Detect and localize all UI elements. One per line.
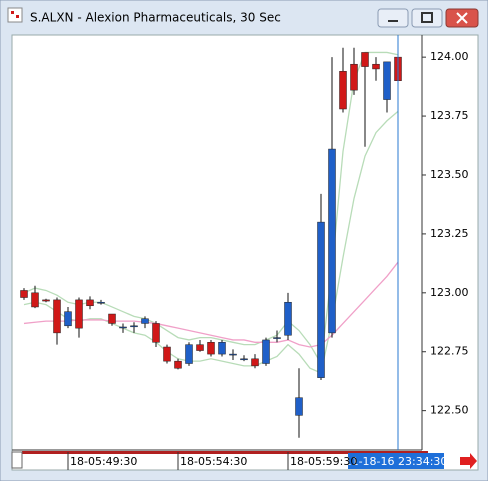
minimize-button[interactable] <box>377 8 409 28</box>
candle-body <box>240 358 248 361</box>
candle-body <box>20 290 28 298</box>
app-icon <box>7 7 23 23</box>
y-tick-label: 123.00 <box>430 286 469 299</box>
x-tick-label: 18-05:54:30 <box>180 455 247 468</box>
icon-dot <box>11 11 14 14</box>
y-tick-label: 122.50 <box>430 404 469 417</box>
candle-body <box>53 299 61 334</box>
candle-body <box>152 323 160 343</box>
candle-body <box>130 325 138 328</box>
scroll-right-arrow[interactable] <box>460 453 477 469</box>
candle-body <box>284 301 292 336</box>
candle-body <box>31 292 39 308</box>
candle-body <box>295 397 303 416</box>
candle-body <box>42 299 50 302</box>
y-tick-label: 123.75 <box>430 109 469 122</box>
candle-body <box>119 326 127 329</box>
candle-body <box>262 339 270 364</box>
candle-body <box>218 342 226 355</box>
candle-body <box>328 148 336 334</box>
scroll-bar[interactable] <box>22 451 428 454</box>
candle-body <box>108 313 116 324</box>
scroll-box[interactable] <box>11 451 23 469</box>
plot-area <box>20 47 402 438</box>
candle-body <box>229 353 237 356</box>
candle-body <box>207 342 215 355</box>
y-tick-label: 122.75 <box>430 345 469 358</box>
candle-body <box>361 52 369 67</box>
candle-body <box>273 337 281 339</box>
candle-body <box>383 61 391 100</box>
cursor-label-box <box>348 453 444 469</box>
candle-body <box>75 299 83 329</box>
candle-body <box>196 344 204 351</box>
candle-body <box>97 301 105 304</box>
candle-body <box>86 299 94 307</box>
candle-body <box>141 318 149 324</box>
restore-button[interactable] <box>411 8 443 28</box>
y-tick-label: 124.00 <box>430 50 469 63</box>
window-title: S.ALXN - Alexion Pharmaceuticals, 30 Sec <box>30 11 281 25</box>
candle-body <box>251 358 259 367</box>
candle-body <box>64 311 72 327</box>
restore-icon <box>421 12 433 23</box>
candle-body <box>163 346 171 362</box>
candle-body <box>350 63 358 91</box>
candle-body <box>372 63 380 70</box>
x-tick-label: 18-05:49:30 <box>70 455 137 468</box>
candle-body <box>185 344 193 364</box>
y-tick-label: 123.25 <box>430 227 469 240</box>
x-tick-label: 18-05:59:30 <box>290 455 357 468</box>
cursor-label: 11-18-16 23:34:30 <box>345 455 448 468</box>
candle-body <box>317 221 325 378</box>
y-tick-label: 123.50 <box>430 168 469 181</box>
close-icon <box>456 12 468 24</box>
candle-body <box>174 360 182 369</box>
chart-panel <box>11 34 479 471</box>
icon-dot <box>16 15 19 18</box>
candle-body <box>339 71 347 110</box>
